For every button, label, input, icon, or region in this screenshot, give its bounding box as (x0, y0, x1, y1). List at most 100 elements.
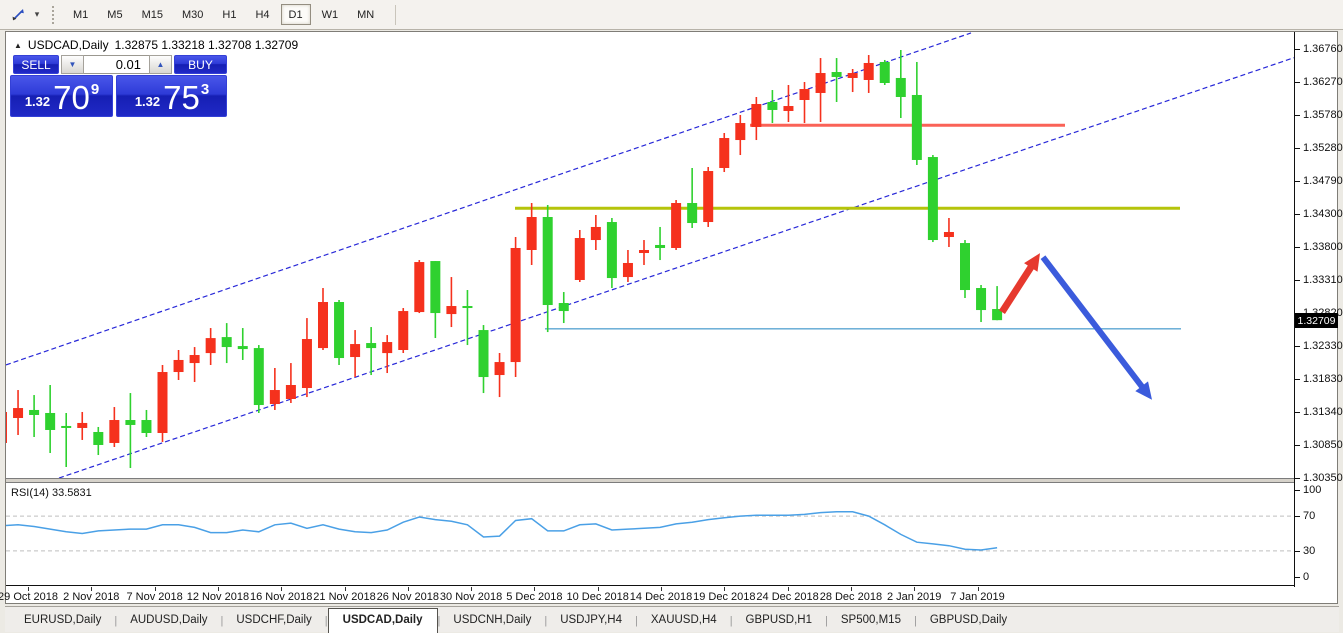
bull-candle (414, 262, 425, 313)
date-tick (407, 587, 409, 591)
rsi-tick (1295, 516, 1300, 518)
date-tick-label: 16 Nov 2018 (249, 591, 313, 603)
bear-candle (558, 303, 569, 312)
chart-tool-dropdown-icon[interactable]: ▾ (34, 9, 40, 19)
date-tick (787, 587, 789, 591)
bull-candle (574, 238, 585, 280)
date-axis[interactable]: 29 Oct 2018 2 Nov 2018 7 Nov 2018 12 Nov 20… (0, 587, 1294, 604)
bear-candle (992, 309, 1003, 321)
price-tick (1295, 180, 1300, 182)
tab-separator: | (324, 615, 328, 627)
buy-price-sup: 3 (200, 81, 210, 98)
date-tick (471, 587, 473, 591)
tab-separator: | (544, 615, 548, 627)
main-chart-canvas[interactable] (0, 32, 1295, 479)
timeframe-button-m30[interactable]: M30 (181, 8, 204, 21)
bull-candle (173, 359, 184, 373)
timeframe-button-w1[interactable]: W1 (321, 8, 339, 21)
chart-tab-gbpusd-daily[interactable]: GBPUSD,Daily (929, 614, 1008, 626)
bull-candle (751, 104, 762, 127)
chart-tab-bar: EURUSD,Daily | AUDUSD,Daily | USDCHF,Daily | U… (5, 606, 1339, 633)
bull-candle (398, 311, 409, 350)
chart-tab-usdjpy-h4[interactable]: USDJPY,H4 (560, 614, 622, 626)
timeframe-button-h1[interactable]: H1 (222, 8, 237, 21)
chart-tab-audusd-daily[interactable]: AUDUSD,Daily (130, 614, 208, 626)
date-tick-label: 19 Dec 2018 (693, 591, 756, 603)
timeframe-button-m15[interactable]: M15 (141, 8, 163, 21)
rsi-line (1, 511, 998, 551)
volume-increase-icon[interactable]: ▲ (149, 55, 172, 74)
bear-candle (141, 420, 152, 433)
bull-candle (13, 408, 24, 419)
price-tick (1295, 81, 1300, 83)
toolbar-separator (395, 4, 397, 25)
bull-candle (943, 231, 954, 238)
sell-button[interactable]: SELL (13, 55, 59, 74)
chart-tab-xauusd-h4[interactable]: XAUUSD,H4 (650, 614, 717, 626)
timeframe-button-m5[interactable]: M5 (107, 8, 123, 21)
date-tick-label: 29 Oct 2018 (0, 591, 58, 603)
chart-tab-usdchf-daily[interactable]: USDCHF,Daily (236, 614, 312, 626)
price-tick (1295, 345, 1300, 347)
blue-down-arrow-head (1135, 381, 1152, 400)
tab-separator: | (220, 615, 224, 627)
volume-stepper: ▼ ▲ (61, 55, 172, 74)
tab-separator: | (114, 615, 118, 627)
chart-tab-eurusd-daily[interactable]: EURUSD,Daily (24, 614, 102, 626)
price-tick-label: 1.35780 (1303, 108, 1343, 121)
price-tick (1295, 247, 1300, 249)
chart-tool-icon[interactable] (6, 4, 30, 26)
collapse-panel-icon[interactable]: ▲ (14, 40, 22, 50)
chart-tab-usdcnh-daily[interactable]: USDCNH,Daily (453, 614, 532, 626)
sell-price-sup: 9 (90, 81, 100, 98)
timeframe-buttons: M1 M5 M15 M30 H1 H4 D1 W1 MN (65, 4, 385, 25)
bull-candle (815, 73, 826, 93)
bear-candle (237, 346, 248, 350)
bull-candle (494, 362, 505, 376)
bull-candle (622, 262, 633, 278)
price-tick (1295, 48, 1300, 50)
panel-resize-divider[interactable] (6, 478, 1337, 483)
bear-candle (960, 243, 970, 291)
bull-candle (77, 422, 88, 428)
timeframe-button-h4[interactable]: H4 (255, 8, 270, 21)
rsi-tick-label: 0 (1303, 571, 1310, 583)
date-tick-label: 5 Dec 2018 (506, 591, 563, 603)
date-tick-label: 12 Nov 2018 (186, 591, 250, 603)
rsi-indicator-canvas[interactable] (1, 484, 1294, 586)
bull-candle (847, 73, 858, 78)
bear-candle (655, 244, 666, 248)
bear-candle (366, 343, 377, 349)
volume-input[interactable] (84, 55, 149, 74)
bear-candle (462, 306, 473, 309)
bull-candle (189, 355, 200, 364)
chart-tab-gbpusd-h1[interactable]: GBPUSD,H1 (745, 614, 813, 626)
chart-tab-sp500-m15[interactable]: SP500,M15 (840, 614, 901, 626)
bull-candle (735, 123, 746, 141)
bear-candle (911, 94, 922, 160)
volume-decrease-icon[interactable]: ▼ (61, 55, 84, 74)
sell-price-button[interactable]: 1.32 70 9 (10, 75, 113, 117)
tab-separator: | (635, 615, 638, 627)
toolbar-grip[interactable] (52, 5, 55, 24)
bear-candle (478, 330, 489, 378)
bear-candle (895, 77, 906, 97)
timeframe-button-d1[interactable]: D1 (280, 4, 311, 25)
date-tick-label: 7 Nov 2018 (126, 591, 183, 603)
price-tick-label: 1.35280 (1303, 142, 1343, 155)
buy-button[interactable]: BUY (174, 55, 227, 74)
buy-price-button[interactable]: 1.32 75 3 (116, 75, 227, 117)
price-tick-label: 1.30350 (1303, 472, 1343, 485)
price-axis[interactable]: 1.36760 1.36270 1.35780 1.35280 1.34790 1.343… (1294, 32, 1343, 587)
bear-candle (687, 203, 698, 224)
price-tick (1295, 411, 1300, 413)
tab-separator: | (437, 615, 441, 627)
timeframe-button-m1[interactable]: M1 (73, 8, 89, 21)
timeframe-button-mn[interactable]: MN (357, 8, 375, 21)
rsi-tick (1295, 550, 1300, 552)
chart-tab-usdcad-daily[interactable]: USDCAD,Daily (327, 608, 438, 633)
price-tick (1295, 444, 1300, 446)
bull-candle (863, 62, 874, 80)
date-tick (850, 587, 852, 591)
bear-candle (29, 409, 40, 415)
